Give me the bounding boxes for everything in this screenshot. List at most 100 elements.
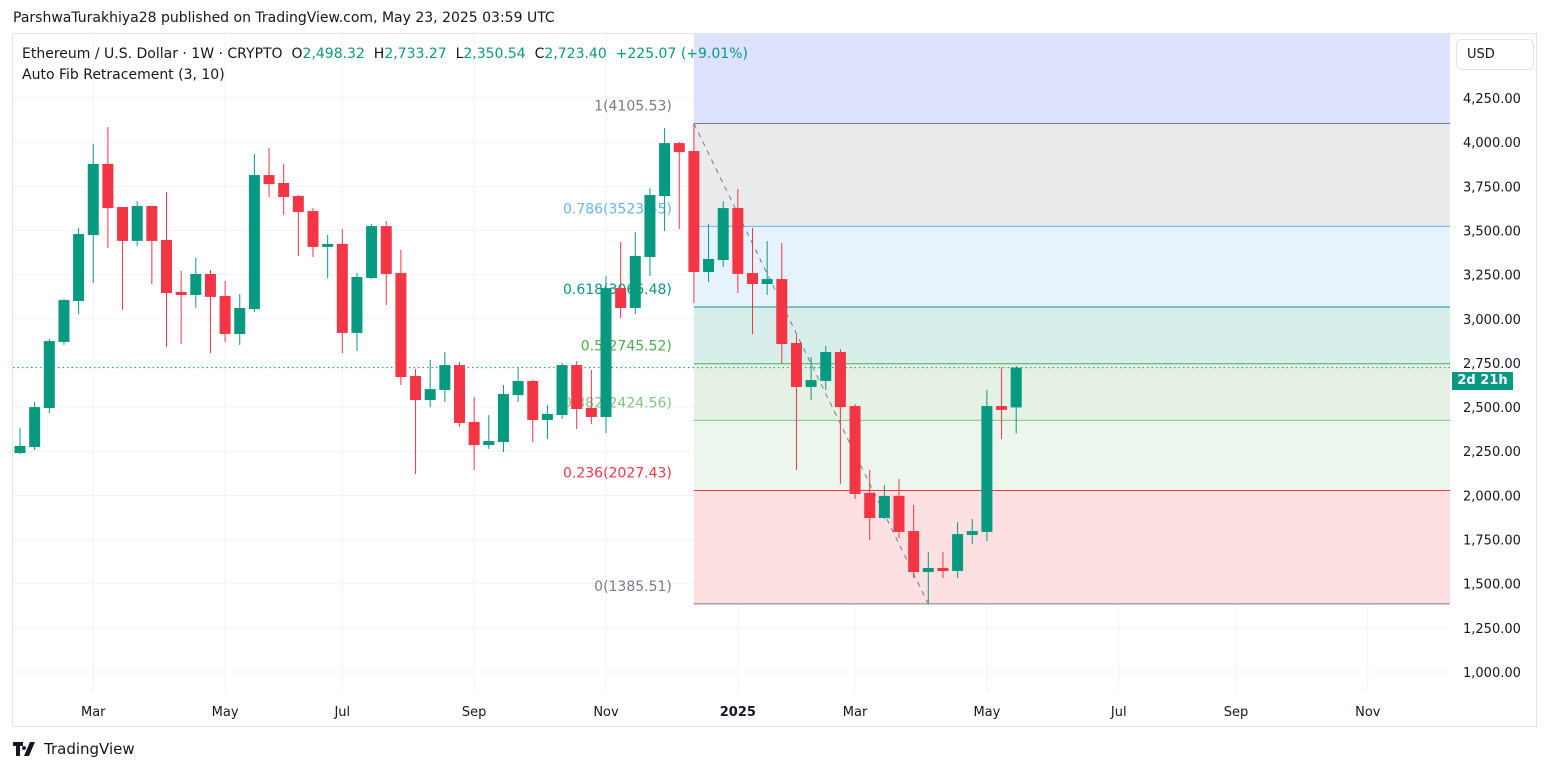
price-tick-label: 3,250.00 bbox=[1463, 269, 1521, 284]
price-tick-label: 3,750.00 bbox=[1463, 180, 1521, 195]
candle-body bbox=[234, 308, 246, 334]
price-tick-label: 2,750.00 bbox=[1463, 357, 1521, 372]
candle-body bbox=[834, 352, 846, 408]
candle-body bbox=[263, 175, 275, 185]
candle-body bbox=[673, 143, 685, 153]
candle-body bbox=[366, 226, 378, 279]
candle-body bbox=[893, 495, 905, 532]
tradingview-branding[interactable]: TradingView bbox=[13, 740, 135, 758]
candle-body bbox=[937, 567, 949, 571]
candle-body bbox=[43, 341, 55, 408]
time-tick-label: Jul bbox=[333, 705, 350, 720]
candle-body bbox=[468, 421, 480, 446]
ohlc-line: Ethereum / U.S. Dollar · 1W · CRYPTO O2,… bbox=[22, 44, 748, 65]
fib-zone bbox=[693, 226, 1450, 308]
candle-body bbox=[102, 163, 114, 209]
change-value: +225.07 (+9.01%) bbox=[615, 46, 748, 62]
candle-body bbox=[688, 151, 700, 272]
candle-body bbox=[761, 279, 773, 285]
candle-body bbox=[424, 389, 436, 401]
candle-body bbox=[351, 276, 363, 333]
price-tick-label: 4,250.00 bbox=[1463, 92, 1521, 107]
candle-body bbox=[703, 258, 715, 272]
candle-body bbox=[292, 196, 304, 212]
time-tick-label: Mar bbox=[81, 705, 106, 720]
candle-body bbox=[600, 288, 612, 417]
candle-body bbox=[1010, 367, 1022, 408]
candle-body bbox=[556, 365, 568, 416]
candle-body bbox=[307, 211, 319, 247]
candle-body bbox=[14, 445, 26, 454]
candle-body bbox=[644, 195, 656, 257]
symbol-title[interactable]: Ethereum / U.S. Dollar · 1W · CRYPTO bbox=[22, 46, 283, 62]
candle-body bbox=[571, 365, 583, 410]
candle-body bbox=[248, 175, 260, 310]
candle-body bbox=[322, 243, 334, 247]
candle-body bbox=[732, 208, 744, 274]
close-value: 2,723.40 bbox=[544, 46, 607, 62]
candle-body bbox=[483, 441, 495, 446]
price-tick-label: 2,250.00 bbox=[1463, 445, 1521, 460]
brand-name: TradingView bbox=[44, 740, 135, 758]
time-tick-label: Nov bbox=[1355, 705, 1381, 720]
publish-info: ParshwaTurakhiya28 published on TradingV… bbox=[13, 10, 555, 26]
time-tick-label: May bbox=[973, 705, 1000, 720]
fib-level-label: 0(1385.51) bbox=[594, 579, 672, 595]
candle-body bbox=[820, 352, 832, 381]
fib-level-label: 0.382(2424.56) bbox=[563, 395, 672, 411]
price-tick-label: 1,000.00 bbox=[1463, 666, 1521, 681]
fib-zone bbox=[693, 363, 1450, 421]
time-tick-label: Sep bbox=[1224, 705, 1249, 720]
currency-button[interactable]: USD bbox=[1456, 39, 1534, 70]
candle-body bbox=[952, 534, 964, 571]
candle-body bbox=[439, 365, 451, 390]
price-tick-label: 3,500.00 bbox=[1463, 224, 1521, 239]
candle-body bbox=[849, 406, 861, 494]
candles bbox=[14, 123, 1022, 604]
candle-body bbox=[219, 296, 231, 334]
indicator-title[interactable]: Auto Fib Retracement (3, 10) bbox=[22, 67, 225, 83]
fib-zone bbox=[693, 420, 1450, 491]
candle-body bbox=[908, 531, 920, 573]
fib-zone bbox=[693, 490, 1450, 604]
chart-legend: Ethereum / U.S. Dollar · 1W · CRYPTO O2,… bbox=[22, 44, 748, 86]
candle-body bbox=[204, 273, 216, 297]
candle-body bbox=[161, 240, 172, 294]
candle-body bbox=[585, 407, 597, 417]
candle-body bbox=[966, 531, 978, 535]
candle-body bbox=[805, 380, 817, 387]
candle-body bbox=[864, 492, 876, 519]
candle-body bbox=[175, 291, 187, 295]
candle-body bbox=[87, 163, 99, 236]
low-label: L bbox=[455, 46, 464, 62]
candle-body bbox=[380, 226, 392, 274]
countdown-price-tag: 2d 21h bbox=[1452, 372, 1513, 390]
candle-body bbox=[278, 182, 290, 197]
candle-body bbox=[922, 567, 934, 573]
price-tick-label: 2,000.00 bbox=[1463, 489, 1521, 504]
candle-body bbox=[615, 288, 627, 309]
time-tick-label: May bbox=[212, 705, 239, 720]
open-label: O bbox=[291, 46, 303, 62]
fib-retracement: 1(4105.53)0.786(3523.45)0.618(3066.48)0.… bbox=[13, 34, 1450, 605]
candle-body bbox=[190, 273, 202, 295]
low-value: 2,350.54 bbox=[463, 46, 526, 62]
candle-body bbox=[497, 394, 509, 443]
time-tick-label: Nov bbox=[593, 705, 619, 720]
candle-body bbox=[58, 300, 70, 342]
candle-body bbox=[454, 365, 465, 423]
chart-frame bbox=[12, 33, 1537, 727]
candle-body bbox=[73, 234, 85, 301]
open-value: 2,498.32 bbox=[302, 46, 365, 62]
fib-zone bbox=[693, 307, 1450, 364]
candle-body bbox=[878, 495, 890, 519]
time-tick-label: Jul bbox=[1110, 705, 1127, 720]
candle-body bbox=[717, 208, 729, 260]
high-label: H bbox=[373, 46, 385, 62]
axes: 1,000.00 1,250.00 1,500.00 1,750.00 2,000.00… bbox=[13, 34, 1537, 728]
high-value: 2,733.27 bbox=[384, 46, 447, 62]
candle-body bbox=[131, 205, 143, 241]
close-label: C bbox=[534, 46, 545, 62]
price-tick-label: 4,000.00 bbox=[1463, 136, 1521, 151]
